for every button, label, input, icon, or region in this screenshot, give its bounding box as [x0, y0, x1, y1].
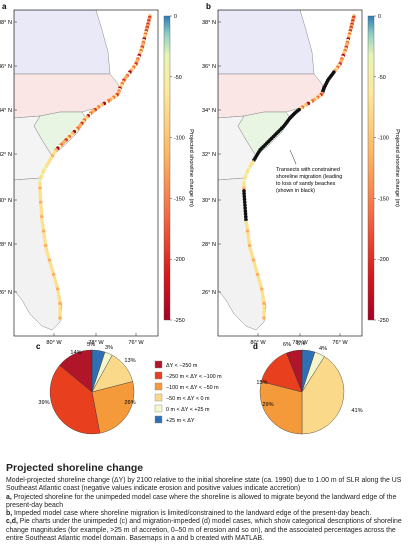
- lon-label: 78° W: [292, 340, 308, 346]
- colorbar-tick: -200: [378, 257, 389, 263]
- legend-swatch: [154, 371, 163, 380]
- lat-label: 26° N: [202, 290, 216, 296]
- lat-label: 28° N: [0, 242, 12, 248]
- pie-panel-d: d 6% 15% 29% 41% 4% 5%: [253, 341, 363, 435]
- legend-label: −250 m < ΔY < −100 m: [166, 374, 222, 380]
- legend: ΔY < −250 m −250 m < ΔY < −100 m −100 m < …: [154, 360, 222, 424]
- annotation-line-4: (shown in black): [276, 188, 315, 194]
- legend-label: +25 m < ΔY: [166, 418, 195, 424]
- lat-label: 30° N: [202, 198, 216, 204]
- coastline-transects-b: [242, 14, 356, 320]
- colorbar-tick: -100: [174, 136, 185, 142]
- caption-cd-text: Pie charts under the unimpeded (c) and m…: [6, 518, 402, 543]
- caption-a-text: Projected shoreline for the unimpeded mo…: [6, 493, 397, 509]
- pie-label: 41%: [351, 408, 362, 414]
- colorbar-tick: -200: [174, 257, 185, 263]
- legend-label: 0 m < ΔY < +25 m: [166, 407, 210, 413]
- pie-slice: [286, 349, 303, 393]
- panel-letter-d: d: [253, 342, 258, 351]
- pie-slice: [91, 381, 135, 434]
- legend-swatch: [154, 393, 163, 402]
- colorbar-tick: -50: [174, 75, 182, 81]
- legend-label: −100 m < ΔY < −50 m: [166, 385, 219, 391]
- annotation-line-1: Transects with constrained: [276, 167, 340, 173]
- caption-title: Projected shoreline change: [6, 462, 144, 474]
- lat-label: 36° N: [0, 64, 12, 70]
- legend-swatch: [154, 415, 163, 424]
- legend-label: −50 m < ΔY < 0 m: [166, 396, 210, 402]
- caption-cd: c,d, Pie charts under the unimpeded (c) …: [6, 518, 410, 543]
- lon-label: 76° W: [128, 340, 144, 346]
- lat-label: 32° N: [0, 152, 12, 158]
- pie-panel-c: c 14% 39% 26% 13% 3% 5%: [36, 342, 136, 435]
- state-virginia-b: [218, 10, 315, 75]
- lat-label: 28° N: [202, 242, 216, 248]
- lat-label: 34° N: [0, 108, 12, 114]
- lat-label: 38° N: [0, 20, 12, 26]
- lat-label: 32° N: [202, 152, 216, 158]
- pie-label: 13%: [124, 358, 135, 364]
- colorbar-tick: -100: [378, 136, 389, 142]
- caption-a-label: a,: [6, 493, 12, 501]
- coastline-transects-a: [38, 14, 152, 320]
- legend-swatch: [154, 404, 163, 413]
- colorbar-tick: -150: [378, 196, 389, 202]
- pie-label: 3%: [105, 345, 113, 351]
- caption: Projected shoreline change Model-project…: [6, 462, 410, 543]
- colorbar-tick: -250: [174, 318, 185, 324]
- pie-slice: [259, 381, 303, 435]
- annotation-line-2: shoreline migration (leading: [276, 174, 342, 180]
- caption-intro: Model-projected shoreline change (ΔY) by…: [6, 477, 402, 493]
- state-virginia: [14, 10, 111, 75]
- pie-slice: [301, 356, 345, 435]
- map-panel-a: a 38° N 36° N 34° N 32° N 30° N 28° N 26° N 80…: [0, 2, 194, 346]
- lon-label: 80° W: [46, 340, 62, 346]
- lat-label: 34° N: [202, 108, 216, 114]
- lon-label: 80° W: [250, 340, 266, 346]
- pie-label: 4%: [319, 346, 327, 352]
- colorbar-tick: 0: [378, 14, 381, 20]
- colorbar-b: [367, 15, 375, 321]
- colorbar-a: [163, 15, 171, 321]
- lon-label: 78° W: [88, 340, 104, 346]
- pie-label: 29%: [262, 402, 273, 408]
- lat-label: 26° N: [0, 290, 12, 296]
- colorbar-label-a: Projected shoreline change (m): [188, 129, 194, 207]
- caption-b-label: b,: [6, 510, 13, 518]
- lon-label: 76° W: [332, 340, 348, 346]
- legend-label: ΔY < −250 m: [166, 363, 198, 369]
- annotation-arrow: [289, 149, 297, 165]
- caption-b-text: Impeded model case where shoreline migra…: [12, 510, 372, 518]
- colorbar-tick: 0: [174, 14, 177, 20]
- caption-b: b, Impeded model case where shoreline mi…: [6, 510, 410, 518]
- colorbar-tick: -250: [378, 318, 389, 324]
- panel-letter-a: a: [2, 2, 7, 11]
- panel-letter-b: b: [206, 2, 211, 11]
- pie-label: 5%: [87, 342, 95, 348]
- lat-label: 36° N: [202, 64, 216, 70]
- map-panel-b: b 38° N 36° N 34° N 32° N 30° N 28° N 26° N 80…: [202, 2, 400, 346]
- pie-slice: [49, 364, 101, 435]
- legend-swatch: [154, 382, 163, 391]
- pie-label: 15%: [256, 380, 267, 386]
- figure: a 38° N 36° N 34° N 32° N 30° N 28° N 26° N 80…: [0, 2, 400, 435]
- panel-letter-c: c: [36, 342, 41, 351]
- lat-label: 38° N: [202, 20, 216, 26]
- pie-slice: [59, 349, 93, 393]
- caption-cd-label: c,d,: [6, 518, 18, 526]
- pie-label: 6%: [283, 342, 291, 348]
- colorbar-tick: -150: [174, 196, 185, 202]
- pie-label: 39%: [38, 400, 49, 406]
- pie-label: 5%: [297, 341, 305, 347]
- legend-swatch: [154, 360, 163, 369]
- pie-label: 26%: [124, 400, 135, 406]
- colorbar-tick: -50: [378, 75, 386, 81]
- colorbar-label-b: Projected shoreline change (m): [394, 129, 400, 207]
- pie-label: 14%: [70, 350, 81, 356]
- caption-a: a, Projected shoreline for the unimpeded…: [6, 494, 410, 511]
- annotation-line-3: to loss of sandy beaches: [276, 181, 336, 187]
- lat-label: 30° N: [0, 198, 12, 204]
